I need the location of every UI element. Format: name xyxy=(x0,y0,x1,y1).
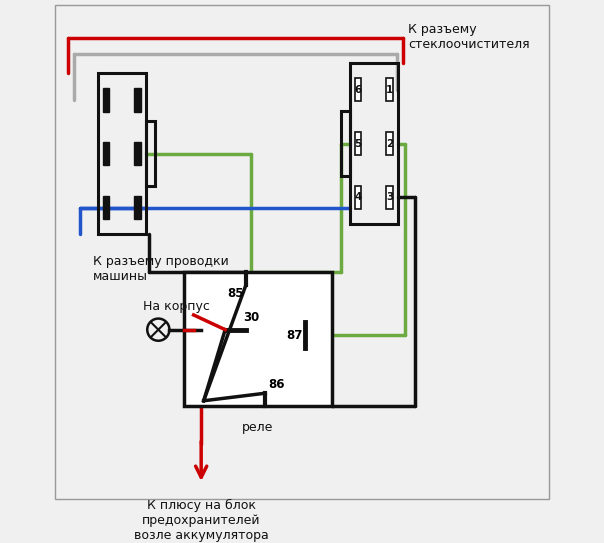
Text: 6: 6 xyxy=(355,85,362,95)
Polygon shape xyxy=(103,196,109,219)
Polygon shape xyxy=(386,186,393,209)
Text: 2: 2 xyxy=(386,138,393,149)
Text: 3: 3 xyxy=(386,192,393,203)
Polygon shape xyxy=(184,272,332,406)
Text: 85: 85 xyxy=(227,287,243,300)
Polygon shape xyxy=(134,142,141,166)
Polygon shape xyxy=(355,132,361,155)
Polygon shape xyxy=(355,186,361,209)
Text: 2: 2 xyxy=(133,149,141,159)
Polygon shape xyxy=(134,89,141,111)
Text: К разъему проводки
машины: К разъему проводки машины xyxy=(93,255,228,282)
Polygon shape xyxy=(386,78,393,102)
Polygon shape xyxy=(103,142,109,166)
Text: 3: 3 xyxy=(133,203,141,212)
Text: 1: 1 xyxy=(133,95,141,105)
Text: 1: 1 xyxy=(386,85,393,95)
Text: На корпус: На корпус xyxy=(143,300,210,313)
Text: К плюсу на блок
предохранителей
возле аккумулятора: К плюсу на блок предохранителей возле ак… xyxy=(134,499,269,542)
Text: 5: 5 xyxy=(355,138,362,149)
Text: реле: реле xyxy=(242,421,274,434)
Text: 4: 4 xyxy=(103,203,110,212)
Polygon shape xyxy=(386,132,393,155)
Polygon shape xyxy=(103,89,109,111)
Polygon shape xyxy=(355,78,361,102)
Polygon shape xyxy=(134,196,141,219)
Text: 30: 30 xyxy=(243,311,260,324)
Text: 87: 87 xyxy=(286,329,303,342)
Text: 6: 6 xyxy=(103,95,110,105)
Text: 4: 4 xyxy=(355,192,362,203)
Text: 5: 5 xyxy=(103,149,110,159)
Text: 86: 86 xyxy=(268,378,284,390)
Text: К разъему
стеклоочистителя: К разъему стеклоочистителя xyxy=(408,23,530,50)
